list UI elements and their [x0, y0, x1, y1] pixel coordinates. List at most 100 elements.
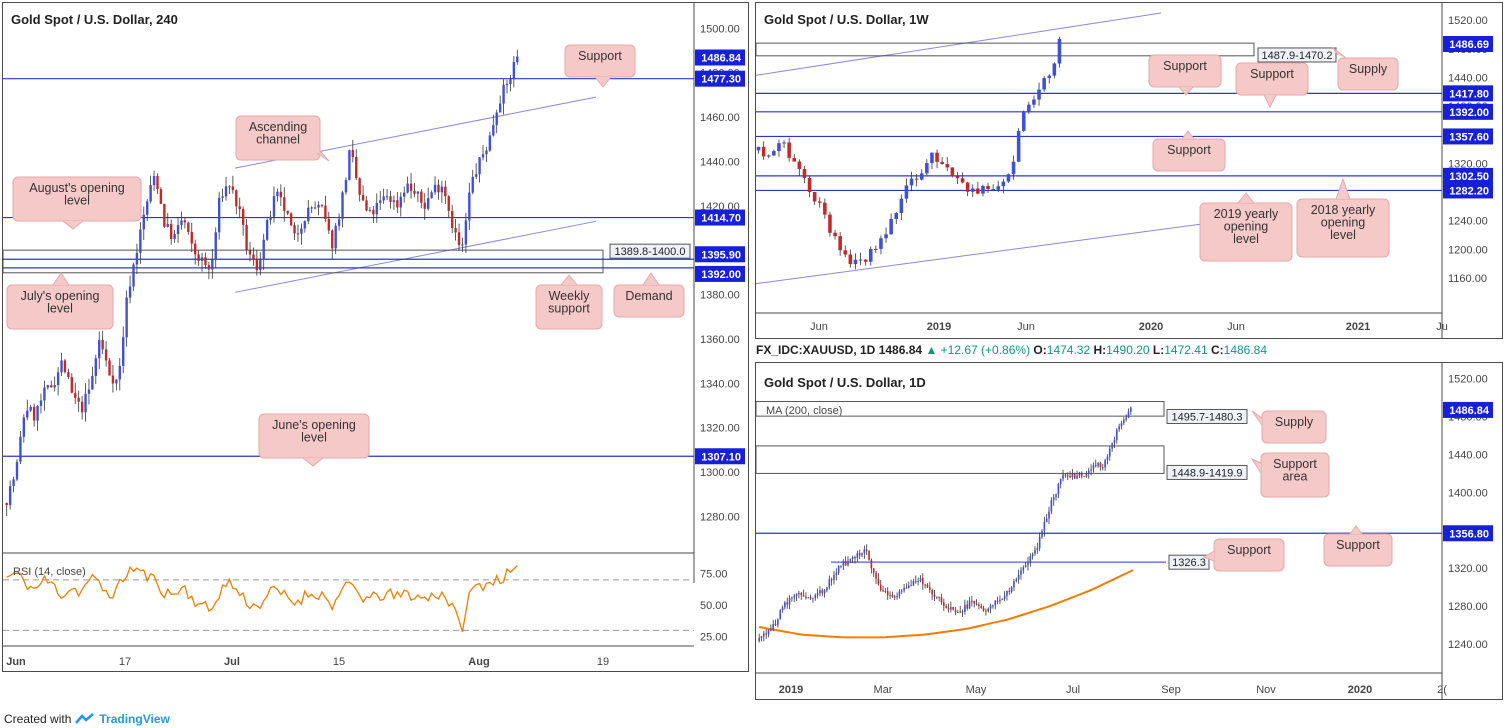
h4-candle-body [29, 406, 32, 411]
d1-candle-body [999, 600, 1001, 602]
h4-candle-body [187, 222, 190, 232]
h4-y-tick: 1340.00 [700, 378, 740, 390]
d1-candle-body [1127, 411, 1130, 418]
d1-candle-body [1064, 474, 1067, 476]
w1-candle-body [1037, 89, 1041, 100]
d1-level-label: 1326.3 [1172, 557, 1206, 569]
w1-x-tick: Jun [1017, 321, 1035, 333]
d1-candle-body [830, 579, 833, 581]
h4-candle-body [91, 375, 94, 390]
w1-price-tag: 1486.69 [1449, 39, 1489, 51]
w1-price-tag-bg [1443, 103, 1493, 120]
d1-candle-body [816, 593, 819, 596]
w1-x-tick: Jun [1227, 321, 1245, 333]
d1-zone-label-1: 1495.7-1480.3 [1172, 411, 1243, 423]
w1-price-tag: 1282.20 [1449, 185, 1489, 197]
h4-y-tick: 1360.00 [700, 334, 740, 346]
d1-candle-body [1106, 456, 1109, 461]
w1-x-tick: 2019 [927, 321, 951, 333]
h4-candle-body [231, 186, 235, 191]
d1-candle-body [1094, 465, 1097, 467]
h4-candle-body [310, 207, 313, 209]
symbol-name: FX_IDC:XAUUSD, 1D [756, 343, 876, 357]
w1-callout-support-2-text: Support [1250, 67, 1294, 81]
d1-callout-supply-text: Supply [1275, 415, 1314, 429]
d1-candle-body [833, 575, 835, 581]
d1-candle-body [777, 619, 779, 625]
h4-y-tick: 1320.00 [700, 423, 740, 435]
h4-candle-body [238, 206, 241, 210]
w1-candle-body [874, 248, 878, 250]
d1-candle-body [1038, 536, 1041, 549]
w1-callout-support-3-text: Support [1167, 143, 1211, 157]
h4-candle-body [252, 254, 255, 260]
h4-candle-body [142, 214, 145, 230]
h4-candle-body [241, 209, 245, 225]
h4-candle-body [396, 200, 399, 208]
d1-x-tick: 2020 [1348, 684, 1372, 696]
h4-candle-body [416, 191, 420, 194]
h4-candle-body [464, 220, 468, 245]
h4-y-tick: 1300.00 [700, 467, 740, 479]
d1-candle-body [1050, 500, 1053, 512]
d1-candle-body [994, 600, 997, 606]
d1-x-tick: Jul [1066, 684, 1080, 696]
d1-y-tick: 1280.00 [1448, 601, 1488, 613]
h4-candle-body [63, 360, 67, 373]
price-change: +12.67 (+0.86%) [940, 343, 1031, 357]
chart-panel-d1[interactable]: Gold Spot / U.S. Dollar, 1D 1520.001480.… [755, 362, 1503, 700]
h4-candle-body [286, 210, 289, 214]
d1-candle-body [828, 579, 831, 588]
w1-candle-body [960, 178, 965, 183]
w1-chart-svg[interactable]: Gold Spot / U.S. Dollar, 1W 1520.001480.… [756, 3, 1503, 339]
h4-candle-body [317, 204, 320, 208]
d1-candle-body [1097, 462, 1099, 467]
d1-candle-body [793, 595, 796, 598]
h4-callout-junes-opening-text: June's opening [272, 418, 356, 432]
d1-candle-body [1059, 478, 1062, 484]
d1-chart-svg[interactable]: Gold Spot / U.S. Dollar, 1D 1520.001480.… [756, 363, 1503, 700]
d1-candle-body [865, 549, 868, 551]
h4-candle-body [74, 392, 77, 398]
chart-panel-w1[interactable]: Gold Spot / U.S. Dollar, 1W 1520.001480.… [755, 2, 1503, 339]
h4-callout-support: Support [564, 44, 636, 88]
h4-candle-body [406, 183, 409, 193]
w1-candle-body [766, 155, 771, 157]
h4-candle-body [303, 221, 307, 229]
d1-candle-body [1111, 442, 1113, 449]
w1-x-tick: 2021 [1346, 321, 1370, 333]
d1-candle-body [957, 612, 959, 614]
d1-candle-body [907, 585, 910, 588]
h4-candle-body [337, 219, 341, 226]
h4-candle-body [135, 252, 139, 265]
h4-candle-body [183, 220, 187, 223]
tradingview-brand[interactable]: TradingView [99, 712, 170, 726]
d1-y-tick: 1240.00 [1448, 639, 1488, 651]
d1-price-tag: 1486.84 [1449, 405, 1490, 417]
h4-price-tag-bg [695, 246, 745, 263]
w1-candle-body [863, 259, 868, 262]
h4-zone-label: 1389.8-1400.0 [615, 246, 686, 258]
w1-candle-body [761, 146, 766, 157]
h4-candle-body [468, 192, 471, 221]
w1-callout-supply-text: Supply [1349, 62, 1388, 76]
h4-candle-body [372, 209, 375, 215]
chart-panel-h4[interactable]: Gold Spot / U.S. Dollar, 240 1500.001480… [2, 2, 749, 672]
d1-candle-body [917, 580, 919, 582]
d1-candle-body [936, 596, 938, 598]
h4-y-tick: 1380.00 [700, 290, 740, 302]
h4-candle-body [248, 250, 252, 255]
d1-candle-body [1099, 462, 1102, 468]
h4-candle-body [478, 157, 481, 175]
h4-candle-body [457, 232, 461, 246]
d1-candle-body [1003, 595, 1006, 599]
d1-zone-label-bg-1 [1166, 408, 1248, 424]
h4-rsi-tick: 25.00 [700, 632, 728, 644]
h4-rsi-tick: 50.00 [700, 600, 728, 612]
h4-candle-body [207, 265, 211, 270]
h4-candle-body [296, 233, 300, 235]
h4-chart-svg[interactable]: Gold Spot / U.S. Dollar, 240 1500.001480… [3, 3, 749, 672]
w1-x-tick: Jun [810, 321, 828, 333]
w1-candle-body [1011, 161, 1016, 175]
